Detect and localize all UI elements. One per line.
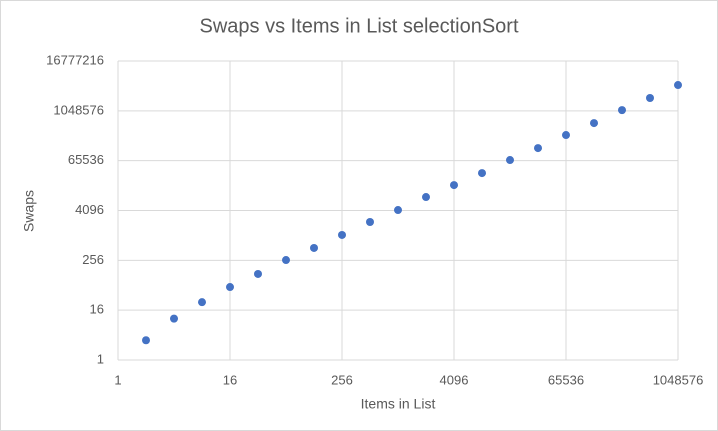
chart-title: Swaps vs Items in List selectionSort [199,15,518,37]
point [142,336,150,345]
point [478,169,486,178]
point [590,119,598,128]
y-tick-label: 16 [90,302,104,317]
y-axis-label: Swaps [21,190,37,232]
point [366,218,374,227]
y-tick-label: 1048576 [53,102,104,117]
point [422,193,430,202]
point [394,206,402,215]
point [310,243,318,252]
point [646,94,654,103]
point [282,256,290,265]
y-tick-label: 4096 [75,202,104,217]
point [338,230,346,239]
y-tick-label: 65536 [68,152,104,167]
point [506,156,514,165]
point [170,314,178,323]
point [674,81,682,90]
y-tick-label: 1 [97,351,104,366]
y-tick-label: 256 [82,252,104,267]
point [618,106,626,115]
y-tick-label: 16777216 [46,52,104,67]
point [198,298,206,307]
point [450,181,458,190]
point [534,144,542,153]
x-tick-label: 256 [331,372,353,387]
x-tick-label: 65536 [548,372,584,387]
point [254,269,262,278]
x-tick-label: 1048576 [653,372,704,387]
x-tick-label: 4096 [440,372,469,387]
point [226,283,234,292]
point [562,131,570,140]
x-axis-label: Items in List [361,396,436,412]
x-tick-label: 1 [114,372,121,387]
x-tick-label: 16 [223,372,237,387]
